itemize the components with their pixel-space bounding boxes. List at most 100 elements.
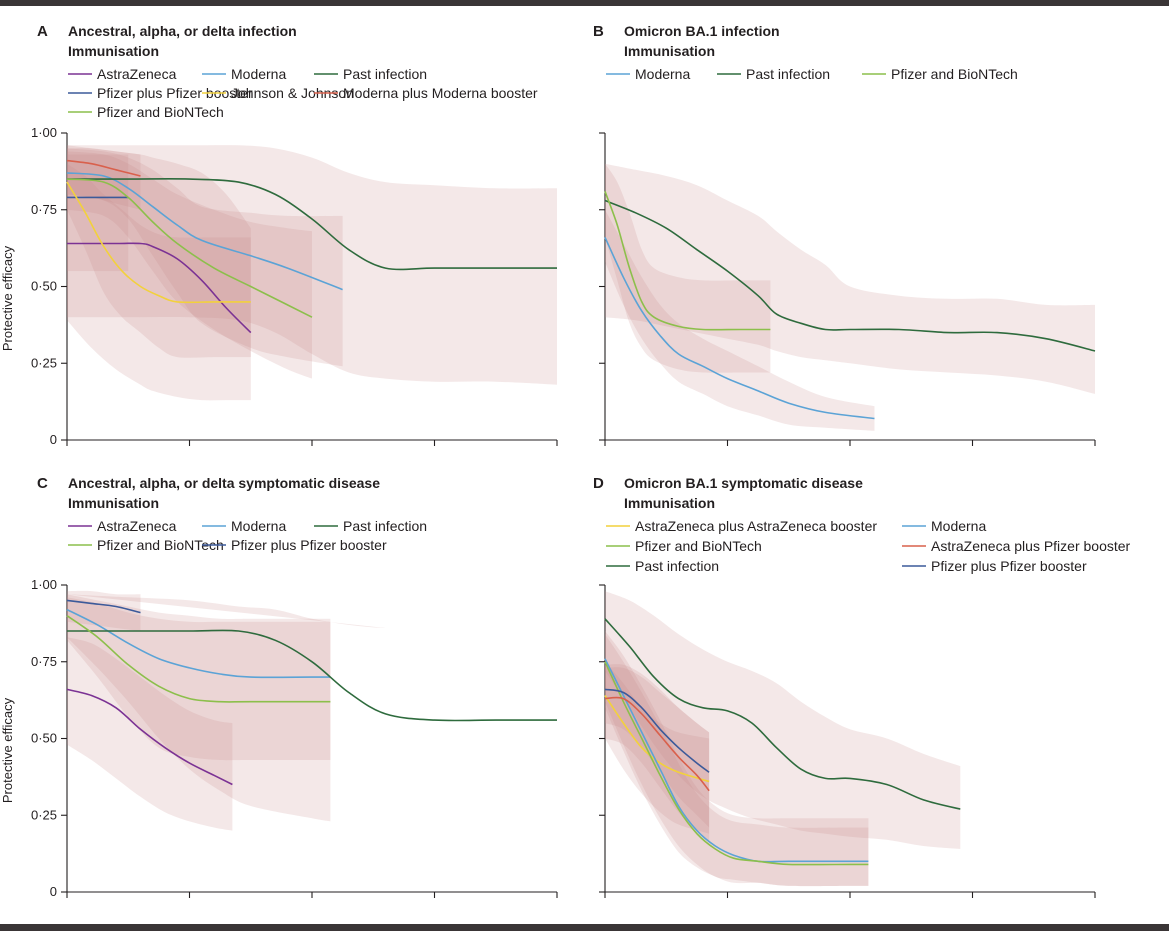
series-line — [66, 178, 313, 318]
panel-title: Ancestral, alpha, or delta symptomatic d… — [68, 475, 380, 491]
confidence-band — [67, 637, 233, 831]
legend-item: Moderna plus Moderna booster — [314, 85, 538, 101]
legend-label: Moderna plus Moderna booster — [343, 85, 538, 101]
confidence-band — [67, 148, 343, 367]
confidence-band — [605, 631, 869, 887]
legend-label: Moderna — [931, 518, 986, 534]
legend-title: Immunisation — [68, 495, 159, 511]
legend-item: Pfizer and BioNTech — [68, 104, 224, 120]
legend-label: Pfizer plus Pfizer booster — [931, 558, 1087, 574]
legend-label: Past infection — [635, 558, 719, 574]
legend-item: AstraZeneca plus AstraZeneca booster — [606, 518, 877, 534]
confidence-band — [67, 594, 331, 822]
legend-label: Past infection — [746, 66, 830, 82]
series-line — [66, 615, 331, 703]
confidence-band — [605, 163, 1095, 394]
legend-item: Moderna — [606, 66, 690, 82]
panel-title: Omicron BA.1 symptomatic disease — [624, 475, 863, 491]
y-axis-label: Protective efficacy — [0, 697, 15, 803]
panel-letter: D — [593, 475, 604, 492]
legend-label: Pfizer and BioNTech — [97, 537, 224, 553]
y-tick-label: 0·75 — [31, 654, 57, 669]
legend-label: Pfizer plus Pfizer booster — [231, 537, 387, 553]
legend-label: AstraZeneca plus Pfizer booster — [931, 538, 1131, 554]
panel-b: B Omicron BA.1 infection Immunisation Moder… — [593, 23, 1096, 446]
confidence-band — [67, 594, 386, 628]
series-line — [604, 618, 961, 810]
confidence-band — [605, 634, 869, 887]
panel-title: Ancestral, alpha, or delta infection — [68, 23, 297, 39]
legend-item: Pfizer and BioNTech — [606, 538, 762, 554]
legend-item: Johnson & Johnson — [202, 85, 354, 101]
series-line — [604, 199, 1096, 352]
confidence-band — [67, 154, 129, 272]
confidence-band — [67, 145, 141, 210]
y-tick-label: 0·25 — [31, 355, 57, 370]
legend-label: Pfizer and BioNTech — [635, 538, 762, 554]
legend-item: Past infection — [606, 558, 719, 574]
legend-item: AstraZeneca — [68, 66, 177, 82]
series-line — [66, 242, 252, 334]
legend-item: Pfizer plus Pfizer booster — [202, 537, 387, 553]
confidence-band — [67, 163, 251, 358]
legend-label: Moderna — [635, 66, 690, 82]
confidence-band — [605, 661, 710, 834]
legend-label: AstraZeneca plus AstraZeneca booster — [635, 518, 877, 534]
legend-item: Pfizer and BioNTech — [862, 66, 1018, 82]
y-tick-label: 0 — [50, 432, 57, 447]
legend-title: Immunisation — [624, 495, 715, 511]
panel-letter: B — [593, 23, 604, 40]
legend-label: AstraZeneca — [97, 518, 177, 534]
legend-item: Past infection — [314, 518, 427, 534]
y-axis-label: Protective efficacy — [0, 245, 15, 351]
confidence-band — [605, 209, 875, 431]
y-tick-label: 1·00 — [31, 125, 57, 140]
series-line — [67, 629, 557, 722]
chart-figure: A Ancestral, alpha, or delta infection Imm… — [0, 23, 1131, 899]
panel-title: Omicron BA.1 infection — [624, 23, 780, 39]
series-line — [604, 237, 875, 420]
y-tick-label: 0 — [50, 884, 57, 899]
series-line — [66, 688, 233, 786]
legend-label: Pfizer plus Pfizer booster — [97, 85, 253, 101]
series-line — [66, 599, 141, 614]
y-tick-label: 0·25 — [31, 807, 57, 822]
series-line — [66, 608, 331, 679]
series-line — [66, 178, 557, 271]
series-line — [604, 688, 710, 773]
panel-c: C Ancestral, alpha, or delta symptomatic … — [0, 475, 558, 899]
legend-title: Immunisation — [624, 43, 715, 59]
y-tick-label: 0·50 — [31, 731, 57, 746]
series-line — [604, 696, 710, 792]
confidence-band — [67, 590, 141, 631]
legend-item: Moderna — [202, 66, 286, 82]
panel-a: A Ancestral, alpha, or delta infection Imm… — [0, 23, 558, 447]
legend-label: Pfizer and BioNTech — [891, 66, 1018, 82]
series-line — [66, 159, 141, 177]
confidence-band — [605, 163, 771, 373]
series-line — [604, 191, 771, 331]
legend-item: Moderna — [902, 518, 986, 534]
legend-item: Past infection — [717, 66, 830, 82]
legend-label: Past infection — [343, 66, 427, 82]
legend-label: Pfizer and BioNTech — [97, 104, 224, 120]
series-line — [66, 181, 251, 304]
legend-title: Immunisation — [68, 43, 159, 59]
panel-letter: A — [37, 23, 48, 40]
panel-d: D Omicron BA.1 symptomatic disease Immunis… — [593, 475, 1131, 898]
legend-label: Moderna — [231, 518, 286, 534]
confidence-band — [67, 597, 331, 761]
legend-item: Pfizer plus Pfizer booster — [902, 558, 1087, 574]
confidence-band — [605, 591, 961, 849]
series-line — [604, 658, 869, 863]
series-line — [604, 661, 869, 866]
legend-item: Moderna — [202, 518, 286, 534]
y-tick-label: 0·75 — [31, 202, 57, 217]
confidence-band — [605, 664, 710, 828]
legend-label: Moderna — [231, 66, 286, 82]
figure: A Ancestral, alpha, or delta infection Imm… — [0, 6, 1169, 924]
legend-label: AstraZeneca — [97, 66, 177, 82]
confidence-band — [67, 151, 312, 379]
y-tick-label: 0·50 — [31, 279, 57, 294]
panel-letter: C — [37, 475, 48, 492]
